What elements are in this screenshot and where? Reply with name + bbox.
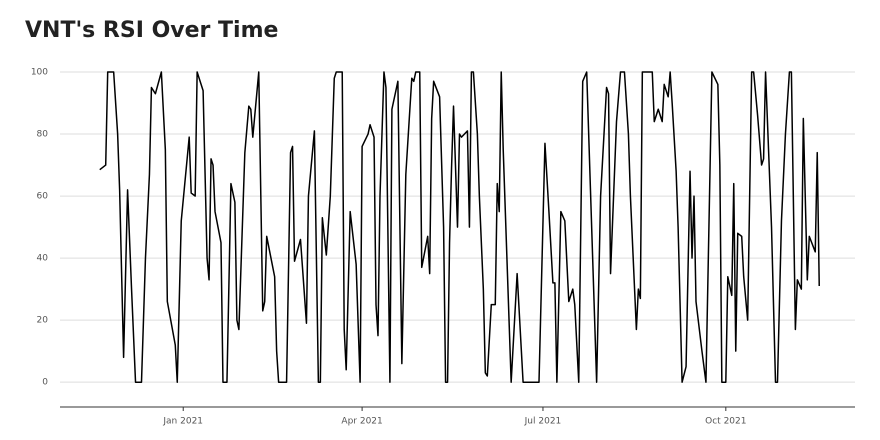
y-tick-label: 0 [42, 378, 48, 388]
x-tick-label: Jan 2021 [162, 417, 203, 427]
x-tick-label: Apr 2021 [341, 417, 382, 427]
y-tick-label: 80 [37, 130, 49, 140]
rsi-line [99, 71, 820, 383]
x-tick-label: Oct 2021 [705, 417, 746, 427]
x-tick-label: Jul 2021 [524, 417, 562, 427]
y-tick-label: 60 [37, 192, 49, 202]
y-tick-label: 100 [31, 68, 48, 78]
y-tick-label: 40 [37, 254, 49, 264]
chart-title: VNT's RSI Over Time [25, 18, 278, 43]
y-tick-label: 20 [37, 316, 49, 326]
